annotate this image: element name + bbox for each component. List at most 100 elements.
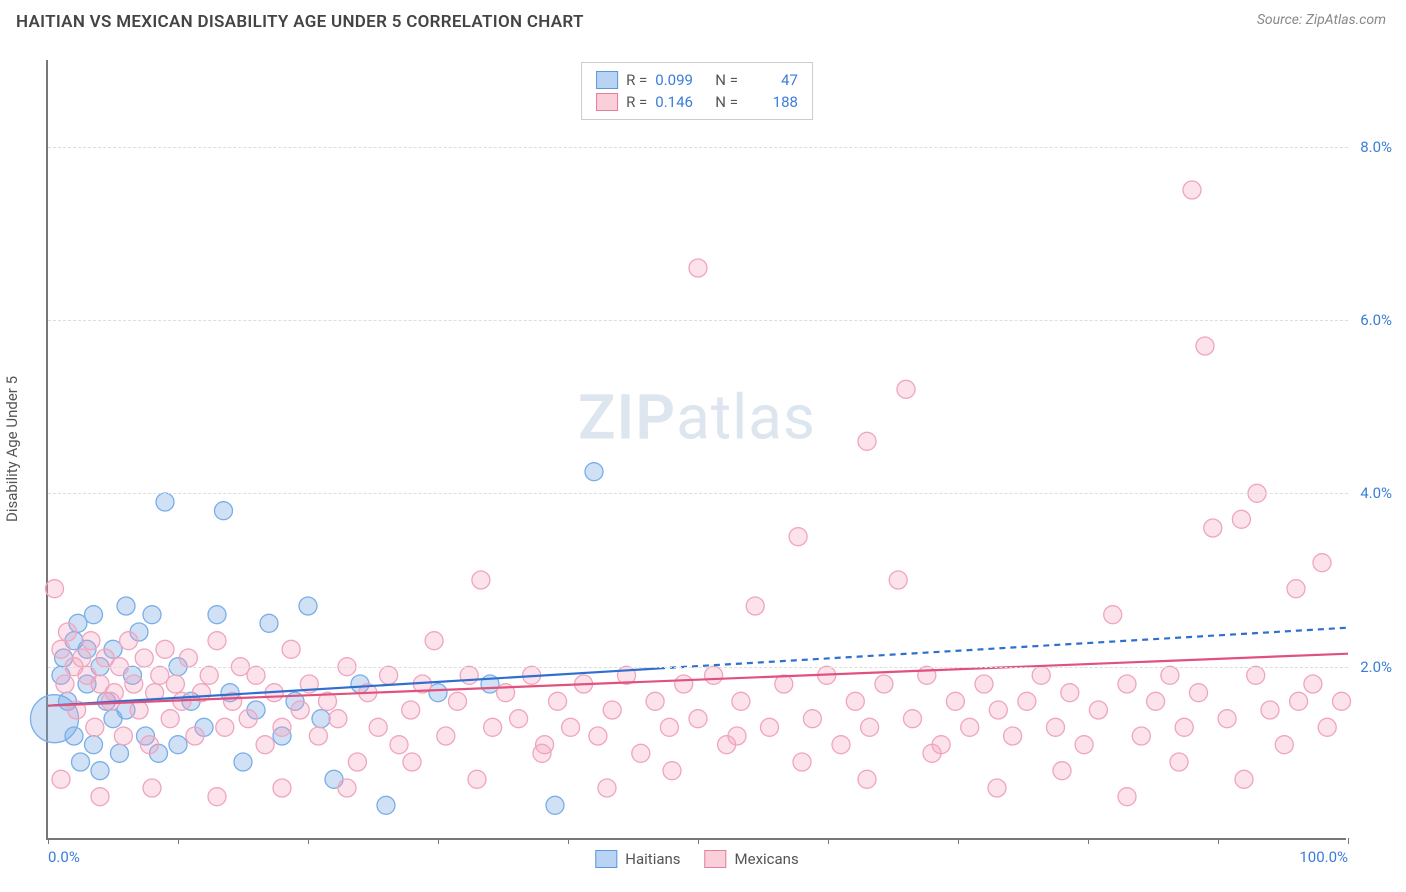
x-tick xyxy=(48,838,49,844)
data-point xyxy=(117,597,135,615)
data-point xyxy=(472,571,490,589)
y-tick-label: 8.0% xyxy=(1348,138,1392,156)
data-point xyxy=(186,727,204,745)
data-point xyxy=(1196,337,1214,355)
data-point xyxy=(234,753,252,771)
y-tick-label: 6.0% xyxy=(1348,311,1392,329)
data-point xyxy=(1075,736,1093,754)
data-point xyxy=(858,432,876,450)
data-point xyxy=(125,675,143,693)
data-point xyxy=(130,701,148,719)
data-point xyxy=(1047,718,1065,736)
legend-swatch xyxy=(595,850,617,868)
data-point xyxy=(689,259,707,277)
data-point xyxy=(598,779,616,797)
data-point xyxy=(775,675,793,693)
data-point xyxy=(923,744,941,762)
data-point xyxy=(946,692,964,710)
data-point xyxy=(143,779,161,797)
data-point xyxy=(179,649,197,667)
data-point xyxy=(1275,736,1293,754)
data-point xyxy=(1018,692,1036,710)
source-attribution: Source: ZipAtlas.com xyxy=(1257,12,1386,28)
x-tick xyxy=(438,838,439,844)
data-point xyxy=(728,727,746,745)
data-point xyxy=(377,796,395,814)
plot-svg xyxy=(48,60,1348,840)
data-point xyxy=(299,597,317,615)
data-point xyxy=(889,571,907,589)
data-point xyxy=(803,710,821,728)
data-point xyxy=(282,640,300,658)
data-point xyxy=(86,718,104,736)
x-tick xyxy=(178,838,179,844)
data-point xyxy=(73,649,91,667)
data-point xyxy=(309,727,327,745)
data-point xyxy=(273,718,291,736)
correlation-legend: R =0.099N =47R =0.146N =188 xyxy=(581,62,813,120)
data-point xyxy=(256,736,274,754)
data-point xyxy=(85,736,103,754)
data-point xyxy=(239,710,257,728)
data-point xyxy=(904,710,922,728)
data-point xyxy=(484,718,502,736)
legend-label: Haitians xyxy=(625,850,680,868)
data-point xyxy=(380,666,398,684)
legend-item: Mexicans xyxy=(705,850,799,868)
data-point xyxy=(143,606,161,624)
data-point xyxy=(169,736,187,754)
x-tick xyxy=(958,838,959,844)
data-point xyxy=(120,632,138,650)
data-point xyxy=(975,675,993,693)
data-point xyxy=(85,606,103,624)
data-point xyxy=(675,675,693,693)
data-point xyxy=(329,710,347,728)
data-point xyxy=(72,753,90,771)
data-point xyxy=(1053,762,1071,780)
data-point xyxy=(1218,710,1236,728)
data-point xyxy=(1333,692,1351,710)
data-point xyxy=(1183,181,1201,199)
data-point xyxy=(437,727,455,745)
data-point xyxy=(793,753,811,771)
data-point xyxy=(312,710,330,728)
data-point xyxy=(746,597,764,615)
r-value: 0.099 xyxy=(655,71,707,89)
x-tick-label-min: 0.0% xyxy=(48,848,80,866)
data-point xyxy=(1235,770,1253,788)
data-point xyxy=(562,718,580,736)
data-point xyxy=(1318,718,1336,736)
data-point xyxy=(1089,701,1107,719)
data-point xyxy=(689,710,707,728)
chart-title: HAITIAN VS MEXICAN DISABILITY AGE UNDER … xyxy=(16,12,584,32)
x-tick xyxy=(1088,838,1089,844)
data-point xyxy=(91,762,109,780)
data-point xyxy=(1004,727,1022,745)
legend-item: Haitians xyxy=(595,850,680,868)
data-point xyxy=(200,666,218,684)
data-point xyxy=(663,762,681,780)
data-point xyxy=(390,736,408,754)
legend-label: Mexicans xyxy=(735,850,799,868)
data-point xyxy=(1161,666,1179,684)
data-point xyxy=(247,666,265,684)
data-point xyxy=(1287,580,1305,598)
n-label: N = xyxy=(715,93,738,111)
data-point xyxy=(660,718,678,736)
data-point xyxy=(369,718,387,736)
data-point xyxy=(1118,675,1136,693)
data-point xyxy=(549,692,567,710)
correlation-row: R =0.099N =47 xyxy=(596,69,798,91)
data-point xyxy=(846,692,864,710)
data-point xyxy=(546,796,564,814)
data-point xyxy=(1170,753,1188,771)
data-point xyxy=(161,710,179,728)
data-point xyxy=(135,649,153,667)
data-point xyxy=(1104,606,1122,624)
data-point xyxy=(449,692,467,710)
data-point xyxy=(208,606,226,624)
data-point xyxy=(105,684,123,702)
r-label: R = xyxy=(626,93,647,111)
data-point xyxy=(875,675,893,693)
data-point xyxy=(1290,692,1308,710)
